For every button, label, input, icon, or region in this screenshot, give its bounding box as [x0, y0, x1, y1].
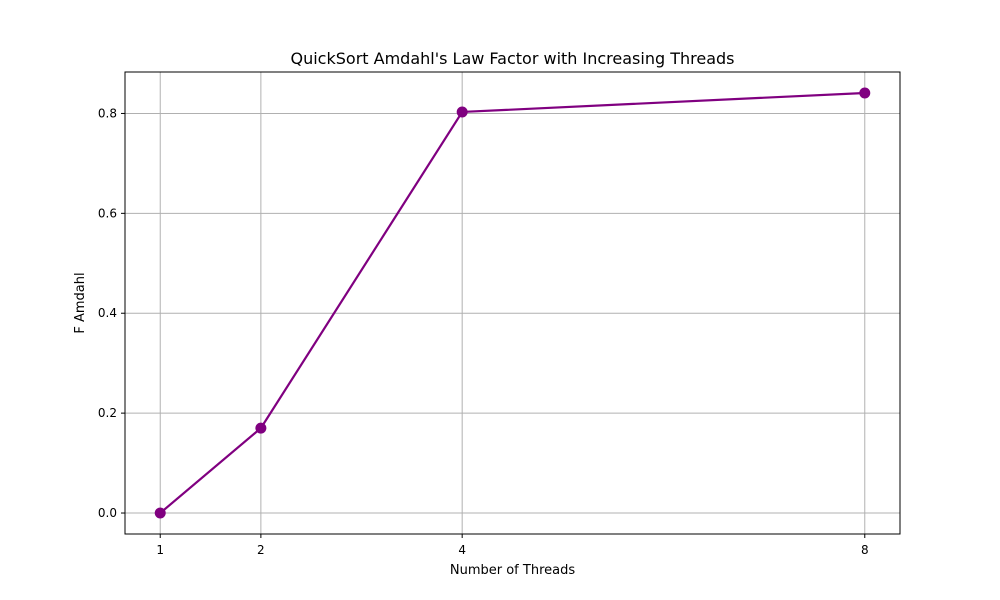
x-tick-label: 8: [861, 543, 869, 557]
x-tick-label: 2: [257, 543, 265, 557]
data-series: [154, 87, 871, 519]
data-point: [456, 106, 468, 118]
y-tick-label: 0.8: [98, 106, 117, 120]
x-axis-ticks: 1 2 4 8: [156, 534, 869, 557]
y-axis-ticks: 0.0 0.2 0.4 0.6 0.8: [98, 106, 125, 520]
x-tick-label: 1: [156, 543, 164, 557]
y-tick-label: 0.0: [98, 506, 117, 520]
x-axis-label: Number of Threads: [450, 563, 575, 578]
data-point: [255, 422, 267, 434]
x-tick-label: 4: [458, 543, 466, 557]
y-axis-label: F Amdahl: [73, 272, 88, 333]
y-tick-label: 0.6: [98, 206, 117, 220]
plot-area-frame: [124, 71, 901, 535]
grid: [125, 72, 900, 534]
chart-title: QuickSort Amdahl's Law Factor with Incre…: [291, 49, 735, 68]
series-line: [159, 91, 865, 514]
data-point: [859, 87, 871, 99]
y-tick-label: 0.2: [98, 406, 117, 420]
data-point: [154, 507, 166, 519]
y-tick-label: 0.4: [98, 306, 117, 320]
